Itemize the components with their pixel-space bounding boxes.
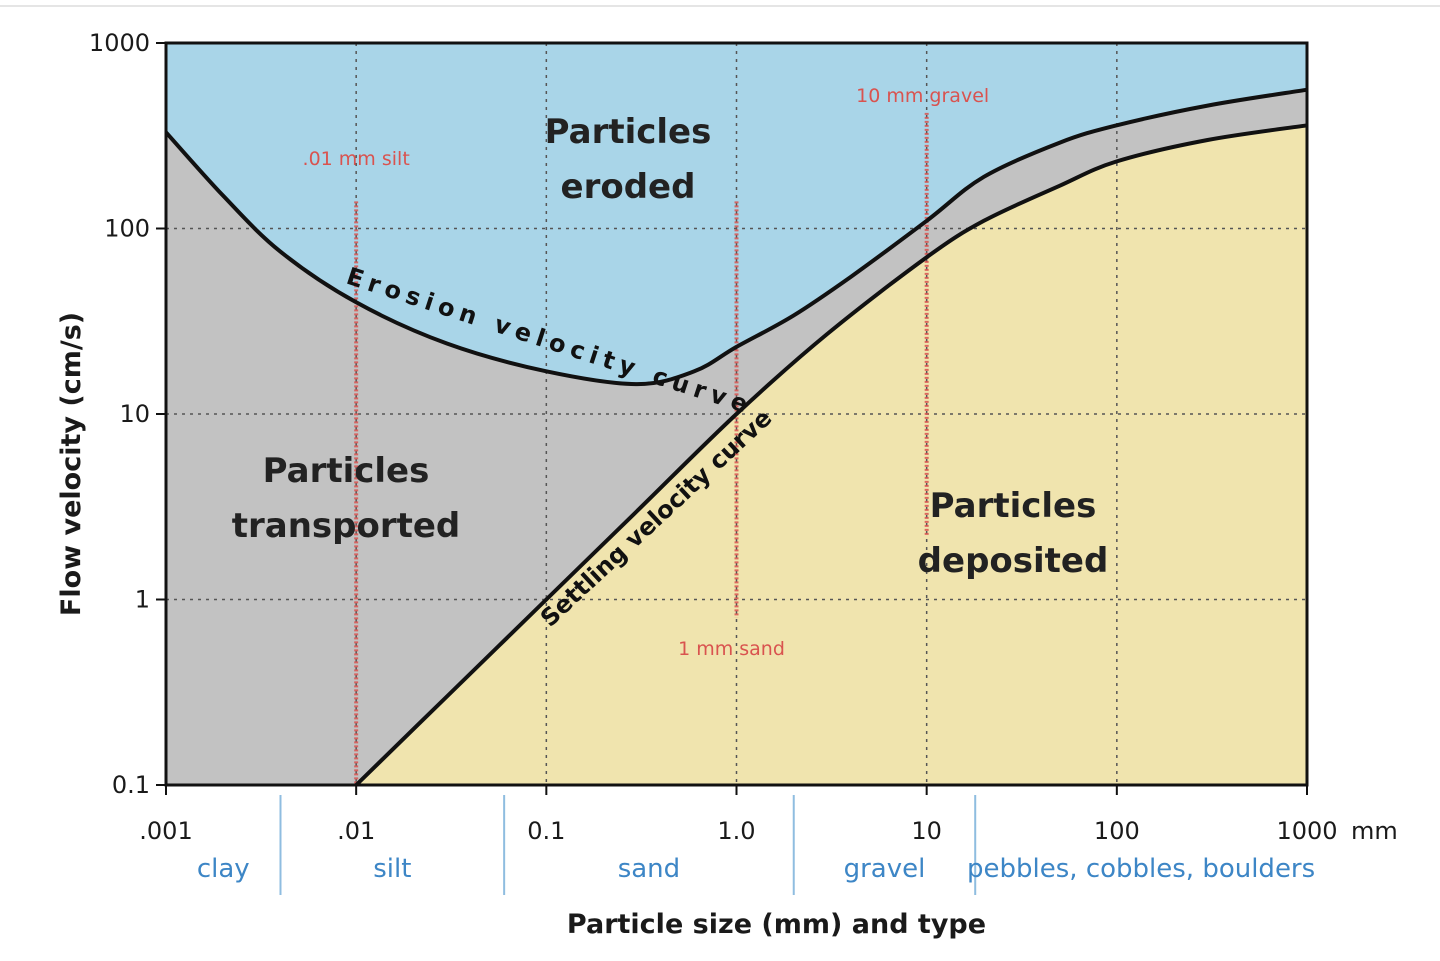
x-tick-label: 10 xyxy=(911,817,942,845)
marker-label: 10 mm gravel xyxy=(856,85,989,107)
region-label-transported: Particles transported xyxy=(232,451,461,546)
y-tick-label: 0.1 xyxy=(112,771,150,799)
axes: .001 .01 0.1 1.0 10 100 1000 0.1 1 10 100 1000 clay s… xyxy=(89,29,1338,895)
marker-label: 1 mm sand xyxy=(678,638,785,660)
x-tick-label: 0.1 xyxy=(527,817,565,845)
y-tick-label: 1000 xyxy=(89,29,150,57)
velocity-curves xyxy=(164,87,1308,787)
x-tick-label: 1.0 xyxy=(717,817,755,845)
x-tick-label: .001 xyxy=(139,817,192,845)
region-label-eroded: Particles eroded xyxy=(545,112,712,207)
type-label: gravel xyxy=(844,854,926,884)
region-label-line: Particles xyxy=(930,486,1097,526)
y-tick-label: 1 xyxy=(135,586,150,614)
x-axis-unit: mm xyxy=(1351,817,1398,845)
x-tick-label: 1000 xyxy=(1276,817,1337,845)
particle-markers: .01 mm silt 1 mm sand 10 mm gravel xyxy=(303,85,989,785)
region-label-line: Particles xyxy=(263,451,430,491)
x-axis-title: Particle size (mm) and type xyxy=(567,909,986,940)
settling-curve-line xyxy=(354,123,1308,787)
region-label-line: deposited xyxy=(918,541,1109,581)
marker-label: .01 mm silt xyxy=(303,148,410,170)
y-tick-label: 10 xyxy=(119,400,150,428)
type-label: silt xyxy=(373,854,411,884)
type-label: pebbles, cobbles, boulders xyxy=(967,854,1315,884)
x-tick-label: .01 xyxy=(337,817,375,845)
type-label: clay xyxy=(197,854,250,884)
region-label-line: eroded xyxy=(561,167,696,207)
x-tick-label: 100 xyxy=(1094,817,1140,845)
region-label-deposited: Particles deposited xyxy=(918,486,1109,581)
erosion-curve-line xyxy=(164,87,1308,387)
type-label: sand xyxy=(618,854,680,884)
y-axis-title: Flow velocity (cm/s) xyxy=(56,312,87,616)
region-label-line: Particles xyxy=(545,112,712,152)
region-fill-deposited xyxy=(356,125,1307,786)
region-label-line: transported xyxy=(232,506,461,546)
y-tick-label: 100 xyxy=(104,215,150,243)
